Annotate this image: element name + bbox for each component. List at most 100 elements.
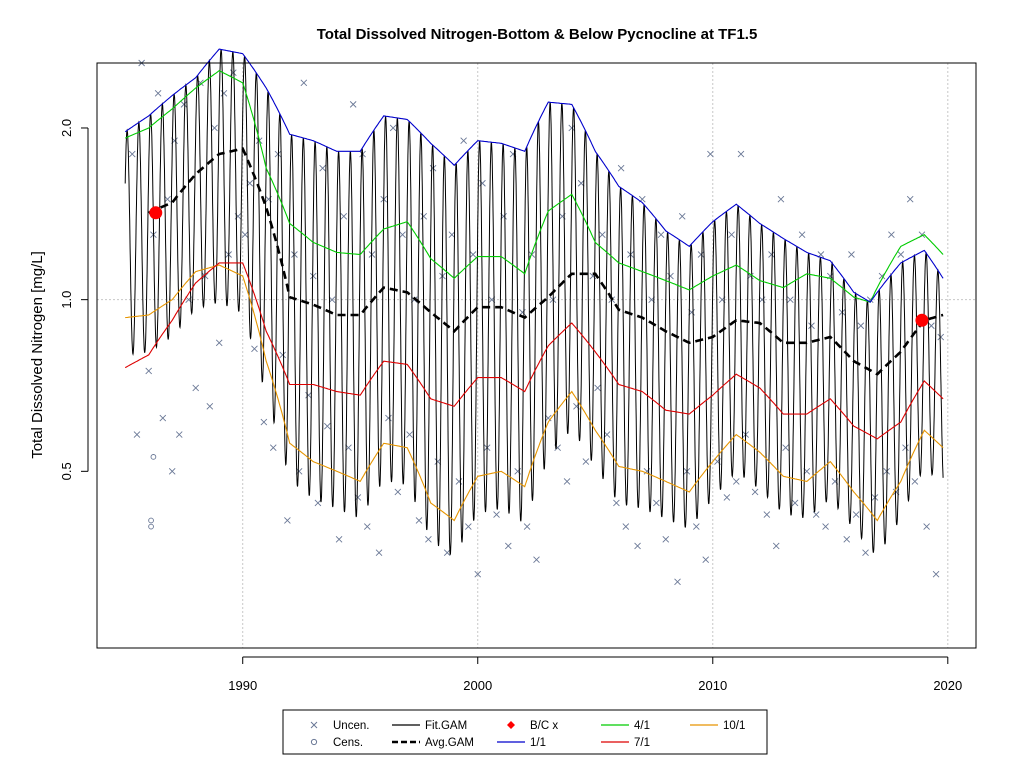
uncen-point bbox=[154, 90, 162, 97]
quantile-4-1-line bbox=[124, 70, 944, 303]
legend-label: B/C x bbox=[530, 720, 558, 732]
uncen-point bbox=[911, 478, 919, 485]
uncen-point bbox=[598, 231, 606, 238]
uncen-point bbox=[375, 549, 383, 557]
uncen-point bbox=[787, 296, 794, 303]
uncen-point bbox=[415, 517, 423, 524]
uncen-point bbox=[399, 231, 406, 238]
uncen-point bbox=[206, 403, 214, 410]
uncen-point bbox=[145, 367, 153, 375]
x-tick-label: 2010 bbox=[698, 678, 727, 693]
uncen-point bbox=[284, 517, 291, 524]
uncen-point bbox=[707, 150, 714, 158]
y-axis: 0.5 1.0 2.0 bbox=[59, 119, 89, 480]
bc-point bbox=[149, 206, 163, 220]
uncen-point bbox=[300, 79, 308, 87]
uncen-point bbox=[563, 478, 571, 485]
uncen-point bbox=[504, 542, 512, 550]
uncen-point bbox=[768, 251, 775, 258]
legend: Uncen. Cens. Fit.GAM Avg.GAM B/C x 1/1 4/1 7/1 1… bbox=[282, 709, 768, 755]
uncen-point bbox=[798, 231, 806, 238]
uncen-point bbox=[406, 431, 413, 438]
uncen-point bbox=[465, 523, 472, 530]
uncen-point bbox=[349, 101, 357, 108]
uncen-point bbox=[363, 523, 371, 530]
uncen-point bbox=[697, 251, 705, 258]
fit-gam-line bbox=[124, 49, 944, 555]
uncen-point bbox=[678, 212, 686, 220]
legend-label: 10/1 bbox=[723, 720, 745, 732]
cens-point bbox=[150, 454, 157, 460]
uncen-point bbox=[622, 523, 630, 530]
grid-lines bbox=[97, 63, 976, 648]
y-tick-label: 1.0 bbox=[59, 291, 74, 309]
bc-points bbox=[149, 206, 929, 327]
legend-label: 4/1 bbox=[634, 720, 650, 732]
y-tick-label: 2.0 bbox=[59, 119, 74, 137]
uncen-point bbox=[906, 195, 914, 203]
uncen-point bbox=[862, 549, 869, 557]
quantile-lines bbox=[124, 48, 944, 522]
uncen-point bbox=[493, 511, 500, 518]
uncen-point bbox=[241, 231, 249, 238]
uncen-point bbox=[251, 345, 258, 353]
uncen-point bbox=[474, 570, 482, 578]
uncen-point bbox=[389, 124, 397, 132]
plot-frame bbox=[96, 62, 977, 649]
uncen-point bbox=[772, 542, 780, 550]
legend-cens-icon bbox=[310, 738, 318, 746]
uncen-point bbox=[159, 414, 167, 422]
uncen-point bbox=[192, 384, 200, 392]
uncen-point bbox=[133, 431, 141, 438]
legend-label: 1/1 bbox=[530, 737, 546, 749]
uncen-point bbox=[812, 511, 820, 518]
uncen-point bbox=[479, 179, 486, 187]
uncen-point bbox=[763, 511, 771, 518]
uncen-point bbox=[822, 523, 829, 530]
cens-point bbox=[148, 523, 154, 530]
uncen-point bbox=[857, 322, 865, 330]
uncen-point bbox=[808, 322, 815, 330]
uncen-point bbox=[634, 542, 641, 550]
uncen-point bbox=[613, 499, 620, 507]
uncen-point bbox=[180, 101, 188, 108]
legend-box bbox=[282, 709, 768, 755]
uncen-point bbox=[305, 391, 312, 399]
uncen-point bbox=[523, 523, 531, 530]
uncen-point bbox=[932, 570, 940, 578]
uncen-point bbox=[653, 499, 660, 507]
uncen-point bbox=[902, 444, 909, 452]
uncen-point bbox=[394, 488, 402, 496]
x-tick-label: 1990 bbox=[228, 678, 257, 693]
legend-uncen-icon bbox=[310, 721, 318, 729]
uncen-point bbox=[617, 164, 625, 172]
uncen-point bbox=[168, 468, 176, 475]
uncen-point bbox=[211, 124, 218, 132]
uncen-point bbox=[791, 499, 799, 507]
avg-gam-line bbox=[148, 147, 944, 376]
uncen-point bbox=[897, 251, 905, 258]
uncen-point bbox=[888, 231, 895, 238]
quantile-10-1-line bbox=[125, 264, 944, 522]
uncen-point bbox=[732, 478, 740, 485]
uncen-point bbox=[229, 69, 237, 77]
legend-bc-icon bbox=[507, 721, 515, 729]
uncen-point bbox=[420, 212, 428, 220]
y-tick-label: 0.5 bbox=[59, 462, 74, 480]
uncen-point bbox=[777, 195, 785, 203]
uncen-point bbox=[220, 90, 228, 97]
uncen-point bbox=[335, 535, 343, 543]
quantile-7-1-line bbox=[124, 262, 944, 440]
uncen-point bbox=[309, 272, 317, 280]
uncen-point bbox=[340, 212, 348, 220]
uncen-point bbox=[314, 499, 322, 507]
uncen-point bbox=[385, 414, 392, 422]
uncen-point bbox=[175, 431, 183, 438]
uncen-point bbox=[692, 523, 700, 530]
uncen-point bbox=[702, 556, 710, 563]
cens-point bbox=[148, 517, 154, 524]
legend-label: Cens. bbox=[333, 737, 363, 749]
uncen-point bbox=[674, 578, 681, 586]
uncen-point bbox=[533, 556, 540, 563]
